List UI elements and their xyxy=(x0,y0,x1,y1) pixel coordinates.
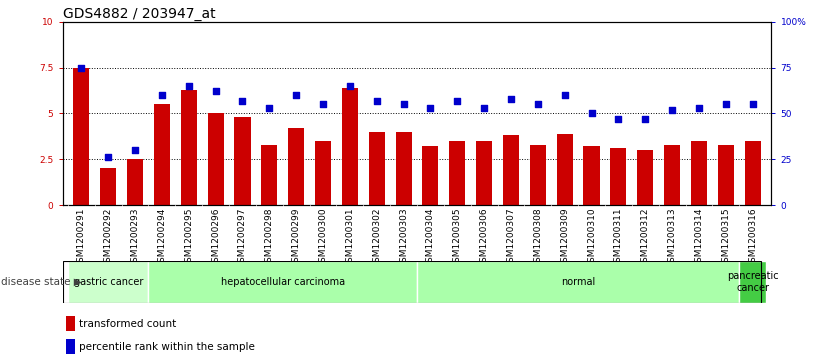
Point xyxy=(209,89,223,94)
Bar xyxy=(73,68,89,205)
Text: GSM1200313: GSM1200313 xyxy=(667,208,676,269)
Bar xyxy=(691,141,707,205)
Bar xyxy=(530,144,546,205)
Point xyxy=(450,98,464,103)
Bar xyxy=(745,141,761,205)
Text: GSM1200297: GSM1200297 xyxy=(238,208,247,268)
Text: GSM1200314: GSM1200314 xyxy=(695,208,703,268)
Text: GDS4882 / 203947_at: GDS4882 / 203947_at xyxy=(63,7,215,21)
Point xyxy=(75,65,88,70)
Text: normal: normal xyxy=(561,277,595,287)
Bar xyxy=(417,261,739,303)
Bar xyxy=(637,150,653,205)
Bar xyxy=(503,135,519,205)
Text: GSM1200294: GSM1200294 xyxy=(158,208,167,268)
Bar xyxy=(261,144,278,205)
Point xyxy=(639,116,652,122)
Bar xyxy=(584,146,600,205)
Point xyxy=(316,101,329,107)
Text: GSM1200316: GSM1200316 xyxy=(748,208,757,269)
Bar xyxy=(450,141,465,205)
Point xyxy=(585,110,598,116)
Bar xyxy=(234,117,250,205)
Point xyxy=(558,92,571,98)
Point xyxy=(397,101,410,107)
Point xyxy=(666,107,679,113)
Bar xyxy=(369,132,384,205)
Point xyxy=(263,105,276,111)
Point xyxy=(182,83,195,89)
Bar xyxy=(556,134,573,205)
Bar xyxy=(208,113,224,205)
Bar xyxy=(127,159,143,205)
Bar xyxy=(476,141,492,205)
Text: GSM1200295: GSM1200295 xyxy=(184,208,193,268)
Point xyxy=(505,96,518,102)
Text: percentile rank within the sample: percentile rank within the sample xyxy=(78,342,254,352)
Text: GSM1200315: GSM1200315 xyxy=(721,208,731,269)
Point xyxy=(155,92,168,98)
Point xyxy=(370,98,384,103)
Text: GSM1200303: GSM1200303 xyxy=(399,208,408,269)
Point xyxy=(424,105,437,111)
Bar xyxy=(315,141,331,205)
Point xyxy=(236,98,249,103)
Text: GSM1200291: GSM1200291 xyxy=(77,208,86,268)
Text: GSM1200309: GSM1200309 xyxy=(560,208,569,269)
Point xyxy=(746,101,759,107)
Bar xyxy=(718,144,734,205)
Text: GSM1200305: GSM1200305 xyxy=(453,208,462,269)
Point xyxy=(128,147,142,153)
Bar xyxy=(610,148,626,205)
Text: GSM1200308: GSM1200308 xyxy=(533,208,542,269)
Text: hepatocellular carcinoma: hepatocellular carcinoma xyxy=(221,277,344,287)
Point xyxy=(692,105,706,111)
Bar xyxy=(68,261,148,303)
Bar xyxy=(288,128,304,205)
Text: GSM1200311: GSM1200311 xyxy=(614,208,623,269)
Text: GSM1200300: GSM1200300 xyxy=(319,208,328,269)
Text: GSM1200304: GSM1200304 xyxy=(426,208,435,268)
Text: pancreatic
cancer: pancreatic cancer xyxy=(727,272,778,293)
Text: GSM1200302: GSM1200302 xyxy=(372,208,381,268)
Point xyxy=(719,101,732,107)
Bar xyxy=(739,261,766,303)
Point xyxy=(102,155,115,160)
Bar xyxy=(664,144,681,205)
Bar xyxy=(422,146,439,205)
Text: GSM1200307: GSM1200307 xyxy=(506,208,515,269)
Text: GSM1200293: GSM1200293 xyxy=(131,208,139,268)
Text: transformed count: transformed count xyxy=(78,319,176,329)
Point xyxy=(531,101,545,107)
Text: GSM1200298: GSM1200298 xyxy=(265,208,274,268)
Bar xyxy=(153,104,170,205)
Text: GSM1200310: GSM1200310 xyxy=(587,208,596,269)
Text: GSM1200296: GSM1200296 xyxy=(211,208,220,268)
Text: gastric cancer: gastric cancer xyxy=(73,277,143,287)
Bar xyxy=(395,132,412,205)
Bar xyxy=(100,168,116,205)
Point xyxy=(289,92,303,98)
Text: GSM1200301: GSM1200301 xyxy=(345,208,354,269)
Text: GSM1200299: GSM1200299 xyxy=(292,208,301,268)
Text: disease state ▶: disease state ▶ xyxy=(1,277,82,287)
Point xyxy=(477,105,490,111)
Bar xyxy=(342,88,358,205)
Text: GSM1200312: GSM1200312 xyxy=(641,208,650,268)
Bar xyxy=(66,316,75,331)
Point xyxy=(344,83,357,89)
Text: GSM1200292: GSM1200292 xyxy=(103,208,113,268)
Bar xyxy=(148,261,417,303)
Text: GSM1200306: GSM1200306 xyxy=(480,208,489,269)
Point xyxy=(611,116,625,122)
Bar xyxy=(66,339,75,354)
Bar xyxy=(181,90,197,205)
